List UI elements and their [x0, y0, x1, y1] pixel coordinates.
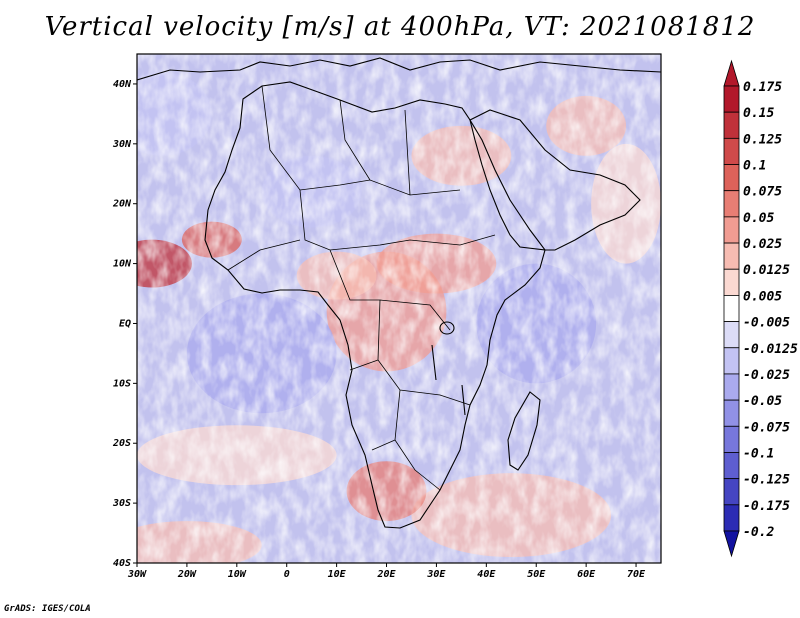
europe-coastline [137, 57, 661, 81]
colorbar-label: 0.05 [743, 211, 774, 226]
colorbar-box [723, 190, 740, 218]
colorbar-label: -0.125 [743, 473, 790, 488]
colorbar-box [723, 111, 740, 139]
texture-overlay [137, 54, 661, 563]
x-tick-label: 30E [426, 569, 446, 580]
colorbar-min-arrow [723, 530, 740, 558]
colorbar-label: 0.125 [743, 132, 782, 147]
colorbar-label: -0.175 [743, 499, 790, 514]
colorbar-label: 0.025 [743, 237, 782, 252]
colorbar-box [723, 399, 740, 427]
x-tick-label: 50E [527, 569, 546, 580]
y-tick-label: 30N [112, 139, 132, 150]
colorbar-label: -0.2 [743, 525, 774, 540]
y-tick-label: 40N [113, 79, 132, 90]
colorbar-box [723, 478, 740, 506]
colorbar-label: 0.1 [743, 159, 766, 174]
colorbar-label: 0.175 [743, 80, 782, 95]
y-tick-label: 40S [113, 558, 131, 569]
colorbar-label: -0.025 [743, 368, 790, 383]
colorbar-label: -0.1 [743, 446, 774, 461]
lake-victoria [439, 321, 455, 335]
madagascar-coastline [507, 391, 541, 471]
colorbar-box [723, 425, 740, 453]
colorbar-box [723, 321, 740, 349]
x-axis: 30W 20W 10W 0 10E 20E 30E 40E 50E 60E 70E [127, 563, 646, 580]
y-tick-label: 30S [112, 498, 131, 509]
colorbar-box [723, 137, 740, 165]
colorbar-box [723, 295, 740, 322]
lake-malawi [461, 384, 466, 416]
country-borders [227, 85, 496, 491]
y-axis: 40N 30N 20N 10N EQ 10S 20S 30S 40S [112, 79, 137, 569]
y-tick-label: 20S [112, 438, 131, 449]
colorbar-box [723, 85, 740, 113]
colorbar-box [723, 452, 740, 480]
x-tick-label: 20E [376, 569, 396, 580]
colorbar-box [723, 242, 740, 270]
colorbar-box [723, 504, 740, 532]
colorbar-label: -0.005 [743, 316, 790, 331]
x-tick-label: 60E [577, 569, 596, 580]
colorbar-box [723, 373, 740, 401]
colorbar-max-arrow [723, 59, 740, 87]
lake-tanganyika [431, 344, 437, 381]
y-tick-label: 10S [113, 378, 131, 389]
y-tick-label: 20N [112, 199, 132, 210]
x-tick-label: 0 [284, 569, 290, 580]
credit-label: GrADS: IGES/COLA [4, 604, 91, 614]
colorbar: 0.175 0.15 0.125 0.1 0.075 0.05 0.025 0.0125 0.0… [723, 59, 798, 558]
colorbar-label: 0.0125 [743, 263, 790, 278]
chart-title: Vertical velocity [m/s] at 400hPa, VT: 2… [44, 12, 756, 42]
colorbar-label: -0.075 [743, 420, 790, 435]
colorbar-box [723, 268, 740, 296]
africa-coastline [204, 81, 546, 529]
colorbar-label: -0.05 [743, 394, 782, 409]
y-tick-label: EQ [119, 318, 131, 329]
x-tick-label: 20W [177, 569, 197, 580]
field-layer [137, 54, 661, 563]
colorbar-box [723, 164, 740, 192]
x-tick-label: 40E [477, 569, 496, 580]
colorbar-box [723, 216, 740, 244]
x-tick-label: 70E [627, 569, 646, 580]
colorbar-label: 0.15 [743, 106, 774, 121]
colorbar-label: -0.0125 [743, 342, 798, 357]
y-tick-label: 10N [113, 259, 132, 270]
x-tick-label: 30W [127, 569, 147, 580]
colorbar-box [723, 347, 740, 375]
x-tick-label: 10W [228, 569, 247, 580]
arabia-coastline [469, 109, 641, 251]
x-tick-label: 10E [328, 569, 347, 580]
coastlines [137, 57, 661, 529]
plot-frame [136, 53, 662, 564]
colorbar-label: 0.075 [743, 185, 782, 200]
colorbar-label: 0.005 [743, 289, 782, 304]
